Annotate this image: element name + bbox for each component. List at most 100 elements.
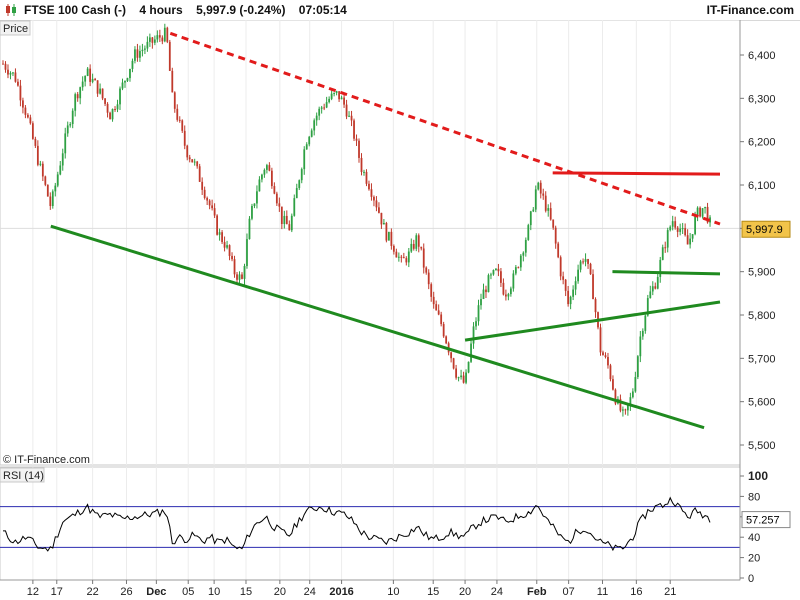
candle-body <box>480 299 482 306</box>
candle-body <box>589 263 592 275</box>
candle-body <box>602 352 604 356</box>
candle-body <box>425 267 428 273</box>
horizontal-support-line[interactable] <box>612 270 721 276</box>
candle-body <box>119 88 121 105</box>
candle-body <box>641 330 644 337</box>
x-tick-label: 11 <box>597 586 608 598</box>
descending-resistance-line[interactable] <box>169 31 721 226</box>
x-tick-label: 24 <box>304 586 316 598</box>
candle-body <box>64 133 67 154</box>
candle-body <box>609 365 612 380</box>
candle-body <box>656 276 659 289</box>
candle-body <box>153 39 156 43</box>
x-tick-label: 24 <box>491 586 503 598</box>
candle-body <box>333 92 336 94</box>
candle-body <box>338 91 340 100</box>
candle-body <box>527 225 530 240</box>
candle-body <box>497 268 500 272</box>
candle-body <box>248 218 251 240</box>
rsi-y-tick-label: 80 <box>748 491 760 503</box>
candle-body <box>2 63 4 65</box>
candle-body <box>552 219 555 228</box>
candle-body <box>81 81 84 88</box>
horizontal-resistance-line[interactable] <box>552 171 721 176</box>
candle-body <box>261 174 263 180</box>
x-tick-label: 05 <box>182 586 194 598</box>
candle-body <box>405 258 408 263</box>
rsi-y-tick-label: 100 <box>748 469 768 483</box>
last-price-change: 5,997.9 (-0.24%) <box>196 3 286 17</box>
candle-body <box>144 48 146 50</box>
rising-support-line[interactable] <box>464 300 721 342</box>
candle-body <box>94 78 97 81</box>
candle-body <box>238 274 241 280</box>
brand-label: IT-Finance.com <box>706 3 794 17</box>
candle-body <box>522 252 525 256</box>
lower-support-line[interactable] <box>50 224 705 430</box>
candle-body <box>29 117 32 124</box>
candle-body <box>124 80 126 83</box>
candle-body <box>631 391 634 398</box>
candle-body <box>482 289 485 300</box>
candle-body <box>12 72 14 74</box>
candle-body <box>549 208 552 220</box>
candle-body <box>146 41 149 49</box>
candle-body <box>56 174 59 186</box>
candle-body <box>457 377 460 379</box>
price-plot-area[interactable] <box>0 20 741 466</box>
candle-body <box>208 200 211 206</box>
candle-body <box>303 149 306 170</box>
candle-body <box>373 196 375 201</box>
candle-body <box>358 140 360 158</box>
chart-canvas[interactable]: 6,4006,3006,2006,1006,0005,9005,8005,700… <box>0 20 800 600</box>
candle-body <box>76 94 79 99</box>
candle-body <box>686 235 689 245</box>
candle-body <box>547 208 550 211</box>
candle-body <box>275 193 278 204</box>
candle-body <box>485 289 487 293</box>
candle-body <box>437 310 440 315</box>
candle-body <box>532 209 535 212</box>
rsi-y-tick-label: 0 <box>748 573 754 585</box>
rsi-plot-area[interactable] <box>0 466 741 581</box>
candle-body <box>691 234 694 239</box>
rsi-value-tag <box>741 511 791 529</box>
candle-body <box>450 352 453 359</box>
candle-body <box>400 256 403 258</box>
candle-body <box>395 251 398 258</box>
candle-body <box>22 100 24 108</box>
candle-body <box>607 357 609 366</box>
rsi-panel[interactable] <box>0 466 741 581</box>
candle-body <box>99 88 101 94</box>
rsi-line[interactable] <box>3 496 711 552</box>
candle-body <box>315 115 318 121</box>
candle-body <box>579 261 582 270</box>
price-panel-label: Price <box>3 23 28 35</box>
candle-body <box>509 288 512 295</box>
y-tick-label: 5,500 <box>748 440 776 452</box>
candle-body <box>674 221 677 228</box>
candle-body <box>622 409 624 411</box>
x-tick-label: 15 <box>240 586 252 598</box>
candle-body <box>243 266 246 279</box>
candle-body <box>323 107 326 109</box>
candle-body <box>61 153 64 166</box>
candle-body <box>445 336 448 344</box>
price-panel[interactable] <box>0 20 741 466</box>
candle-body <box>295 188 298 199</box>
candle-body <box>161 37 164 42</box>
candle-body <box>9 72 12 75</box>
candle-body <box>634 377 637 392</box>
candle-body <box>378 207 380 213</box>
candle-body <box>298 180 301 189</box>
candle-body <box>241 274 243 279</box>
candle-body <box>654 286 657 289</box>
candle-body <box>258 179 261 192</box>
y-tick-label: 5,600 <box>748 397 776 409</box>
x-tick-label: 20 <box>459 586 471 598</box>
candle-body <box>584 259 587 262</box>
candle-body <box>604 355 607 358</box>
candle-body <box>689 238 692 245</box>
candle-body <box>664 247 667 249</box>
candle-body <box>7 69 9 75</box>
